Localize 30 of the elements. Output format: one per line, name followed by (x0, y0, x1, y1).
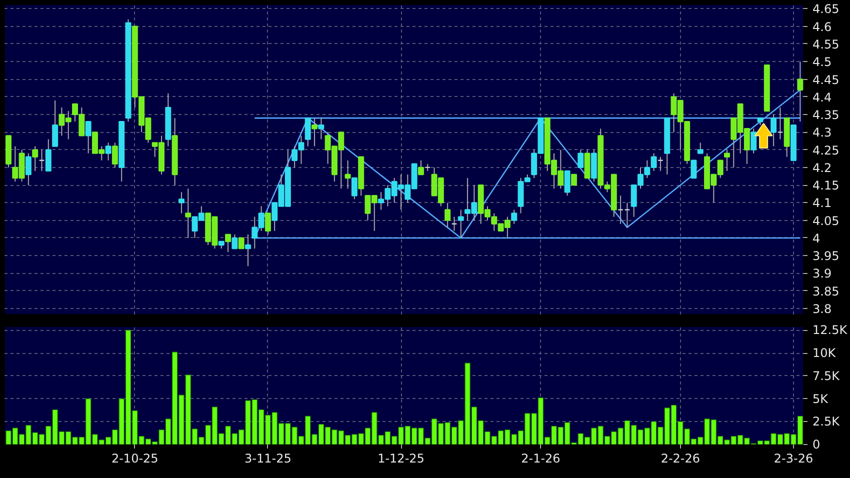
y-tick-label: 4.45 (812, 72, 840, 87)
y-tick-label: 4 (812, 231, 820, 246)
y-tick-label: 4.2 (812, 160, 832, 175)
y-tick-label: 12.5K (812, 323, 848, 338)
y-tick-label: 4.55 (812, 38, 840, 52)
y-tick-label: 5K (812, 392, 830, 406)
y-tick-label: 4.65 (812, 2, 840, 16)
y-tick-label: 3.8 (812, 302, 832, 316)
y-tick-label: 4.15 (812, 178, 840, 193)
y-tick-label: 4.4 (812, 90, 832, 104)
y-tick-label: 3.85 (812, 284, 840, 298)
x-tick-label: 3-11-25 (244, 452, 292, 466)
y-tick-label: 4.1 (812, 196, 832, 210)
y-tick-label: 7.5K (812, 368, 841, 383)
y-tick-label: 3.9 (812, 266, 832, 281)
x-tick-label: 2-3-26 (774, 452, 814, 466)
y-tick-label: 0 (812, 438, 820, 452)
x-tick-label: 2-2-26 (660, 452, 700, 466)
x-tick-label: 1-12-25 (378, 452, 424, 466)
y-tick-label: 4.6 (812, 20, 832, 34)
y-tick-label: 3.95 (812, 249, 840, 264)
y-tick-label: 4.25 (812, 143, 840, 158)
x-tick-label: 2-10-25 (111, 452, 158, 466)
y-tick-label: 2.5K (812, 414, 841, 429)
y-tick-label: 4.5 (812, 55, 832, 70)
y-tick-label: 10K (812, 346, 837, 360)
x-tick-label: 2-1-26 (521, 452, 560, 466)
y-tick-label: 4.05 (812, 214, 840, 228)
y-tick-label: 4.35 (812, 108, 840, 122)
y-tick-label: 4.3 (812, 126, 832, 140)
